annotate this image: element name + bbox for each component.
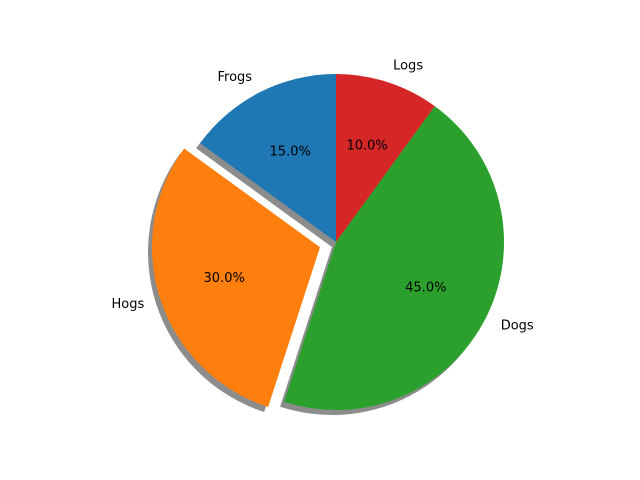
pie-slices [152,74,504,410]
percent-label-frogs: 15.0% [270,145,311,160]
slice-label-hogs: Hogs [112,297,145,312]
slice-label-logs: Logs [393,59,423,74]
percent-label-logs: 10.0% [346,139,387,154]
slice-label-dogs: Dogs [501,318,534,333]
pie-slice-hogs [152,148,321,407]
pie-slice-dogs [284,106,504,410]
percent-label-dogs: 45.0% [405,280,446,295]
pie-slice-logs [336,74,435,242]
pie-labels: Frogs 15.0% Hogs 30.0% Dogs 45.0% Logs 10.0% [112,59,534,334]
pie-slice-frogs [200,74,336,242]
percent-label-hogs: 30.0% [204,271,245,286]
slice-label-frogs: Frogs [218,70,253,85]
